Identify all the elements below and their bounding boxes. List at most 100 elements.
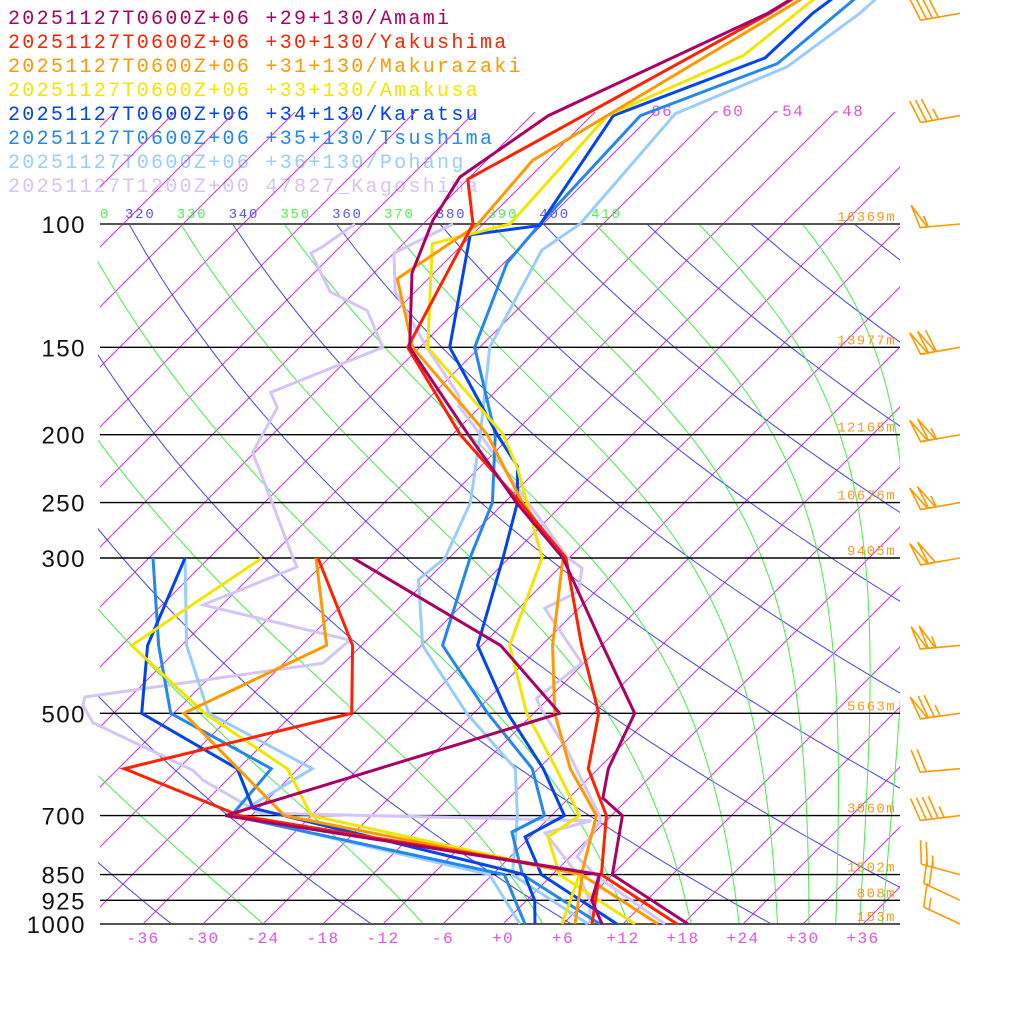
makurazaki-dewpoint-line [181, 557, 585, 925]
pressure-label: 850 [41, 863, 86, 890]
legend-entry-amakusa: 20251127T0600Z+06 +33+130/Amakusa [8, 80, 480, 103]
temperature-tick-label: +0 [492, 930, 514, 948]
height-label: 5663m [847, 699, 896, 715]
tsushima-temperature-line [440, 0, 856, 926]
height-label: 1502m [847, 861, 896, 877]
wind-barb-icon [910, 625, 961, 650]
isotherm-line [682, 706, 900, 924]
wind-barb-flag [916, 486, 937, 510]
temperature-tick-label: -12 [366, 930, 399, 948]
makurazaki-temperature-line [395, 0, 803, 926]
isotherm-line [100, 112, 356, 368]
isotherm-line [262, 286, 900, 924]
moist-adiabat-line [801, 223, 900, 924]
temperature-tick-label: -30 [186, 930, 219, 948]
pressure-label: 1000 [27, 912, 86, 939]
temperature-tick-label: +12 [606, 930, 639, 948]
wind-barb-flag [918, 625, 937, 650]
isotherm-line [100, 112, 536, 548]
pohang-temperature-line [416, 0, 877, 926]
wind-barb-flag [908, 543, 930, 566]
wind-barb-half-feather [930, 427, 938, 440]
isotherm-line [100, 112, 416, 428]
wind-barb-feather [909, 798, 922, 821]
temperature-tick-label: +24 [726, 930, 759, 948]
pressure-label: 925 [41, 888, 86, 915]
height-label: 153m [857, 910, 896, 926]
theta-labels: 0 320 330 340 350 360 370 380 390 400 410 [100, 207, 620, 223]
isotherm-label: -48 [831, 103, 864, 121]
pressure-label: 500 [41, 701, 86, 728]
pohang-dewpoint-line [183, 557, 522, 925]
wind-barb-feather [922, 0, 934, 19]
pressure-label: 100 [41, 212, 86, 239]
wind-barb-flag [916, 330, 937, 354]
wind-barb-feather [928, 0, 940, 18]
wind-barb-flag [908, 419, 930, 443]
legend-entry-47827_kagoshima: 20251127T1200Z+00 47827_Kagoshima [8, 176, 480, 199]
wind-barb-icon [908, 98, 961, 124]
wind-barb-feather [915, 0, 928, 20]
legend-entry-yakushima: 20251127T0600Z+06 +30+130/Yakushima [8, 32, 509, 55]
wind-barb-icon [910, 749, 961, 773]
wind-barb-icon [908, 541, 961, 566]
wind-barb-half-feather [932, 108, 940, 120]
temperature-tick-label: -36 [126, 930, 159, 948]
isotherm-line [562, 586, 900, 924]
isotherm-line [202, 226, 900, 924]
wind-barb-half-feather [928, 897, 932, 910]
tsushima-dewpoint-line [151, 557, 527, 925]
isotherm-line [100, 112, 236, 248]
isotherm-line [100, 112, 476, 488]
temperature-tick-label: -18 [306, 930, 339, 948]
theta-label: 370 [384, 207, 415, 223]
theta-label: 0 [100, 207, 110, 223]
wind-barb-half-feather [922, 215, 929, 228]
dry-adiabat-line [542, 223, 900, 514]
dry-adiabat-line [646, 223, 900, 427]
temperature-tick-label: +30 [786, 930, 819, 948]
wind-barb-half-feather [930, 636, 937, 648]
pressure-label: 300 [41, 546, 86, 573]
wind-barb-icon [922, 859, 961, 902]
isotherm-label: -60 [711, 103, 744, 121]
wind-barb-feather [922, 883, 928, 908]
karatsu-dewpoint-line [140, 557, 537, 925]
isotherm-line [100, 112, 716, 728]
theta-label: 340 [229, 207, 260, 223]
dry-adiabat-line [750, 223, 900, 343]
wind-barb-feather [917, 695, 930, 719]
47827_kagoshima-dewpoint-line [81, 222, 592, 925]
wind-barb-icon [910, 204, 961, 229]
pressure-label: 250 [41, 491, 86, 518]
pressure-lines [100, 223, 900, 925]
wind-barb-feather [920, 98, 934, 121]
wind-barb-staff [923, 906, 961, 925]
wind-barb-feather [924, 329, 938, 352]
temperature-tick-label: +6 [552, 930, 574, 948]
theta-label: 360 [332, 207, 363, 223]
amami-temperature-line [408, 0, 793, 926]
wind-barb-icon [908, 486, 961, 511]
wind-barb-flag [916, 418, 937, 442]
height-label: 13977m [837, 333, 896, 349]
wind-barb-icon [908, 418, 961, 443]
temperature-tick-label: -24 [246, 930, 279, 948]
legend-entry-karatsu: 20251127T0600Z+06 +34+130/Karatsu [8, 104, 480, 127]
wind-barb-flag [910, 204, 929, 229]
moist-adiabat-line [387, 223, 778, 924]
wind-barb-feather [915, 797, 927, 821]
dry-adiabat-line [958, 224, 1024, 924]
pressure-label: 150 [41, 335, 86, 362]
dry-adiabat-line [335, 223, 900, 694]
wind-barb-flag [908, 332, 930, 356]
wind-barb-feather [928, 862, 934, 887]
wind-barb-icon [909, 0, 961, 22]
isotherm-label: 66 [651, 103, 673, 121]
legend-entry-makurazaki: 20251127T0600Z+06 +31+130/Makurazaki [8, 56, 523, 79]
isotherm-line [100, 112, 176, 188]
wind-barb-flag [910, 626, 929, 650]
wind-barb-icon [908, 329, 961, 356]
isotherm-line [742, 766, 900, 924]
